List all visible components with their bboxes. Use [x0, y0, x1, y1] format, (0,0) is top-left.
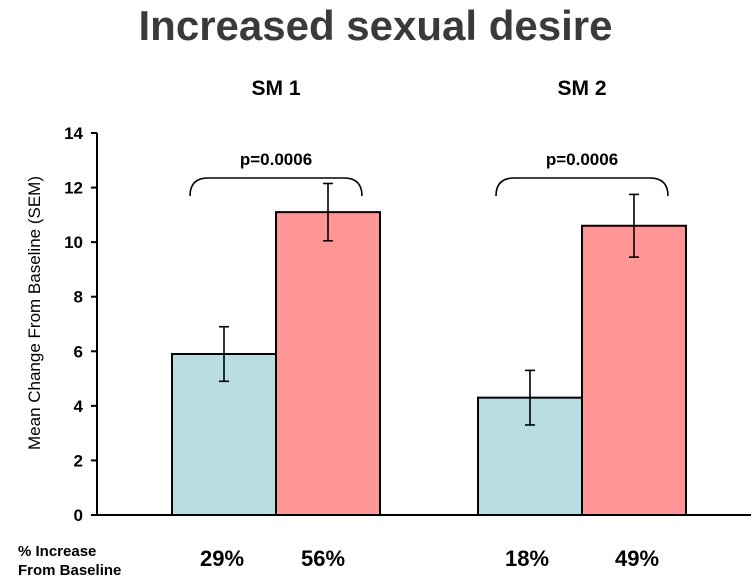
- footer-label-line2: From Baseline: [18, 562, 121, 579]
- percent-increase-label: 18%: [505, 546, 549, 571]
- significance-bracket: [495, 177, 669, 197]
- percent-increase-label: 56%: [301, 546, 345, 571]
- y-tick-label: 12: [64, 179, 83, 198]
- bar: [581, 224, 687, 516]
- y-tick-label: 6: [74, 342, 83, 361]
- group-label: SM 1: [251, 77, 300, 100]
- percent-increase-label: 29%: [200, 546, 244, 571]
- p-value-label: p=0.0006: [240, 150, 312, 169]
- y-tick-label: 0: [74, 506, 83, 525]
- y-tick-label: 10: [64, 233, 83, 252]
- labels: SM 1 p=0.0006 29% 56% SM 2 p=0.0006 18% 49%: [189, 77, 669, 571]
- bar: [275, 211, 381, 516]
- p-value-label: p=0.0006: [546, 150, 618, 169]
- y-tick-label: 4: [74, 397, 84, 416]
- y-axis-label: Mean Change From Baseline (SEM): [25, 176, 44, 450]
- percent-increase-label: 49%: [615, 546, 659, 571]
- y-tick-label: 14: [64, 124, 83, 143]
- group-label: SM 2: [557, 77, 606, 100]
- y-tick-label: 2: [74, 451, 83, 470]
- chart-title: Increased sexual desire: [138, 2, 613, 49]
- footer-label-line1: % Increase: [18, 543, 96, 560]
- y-tick-label: 8: [74, 288, 83, 307]
- significance-bracket: [189, 177, 363, 197]
- bars: [171, 182, 687, 516]
